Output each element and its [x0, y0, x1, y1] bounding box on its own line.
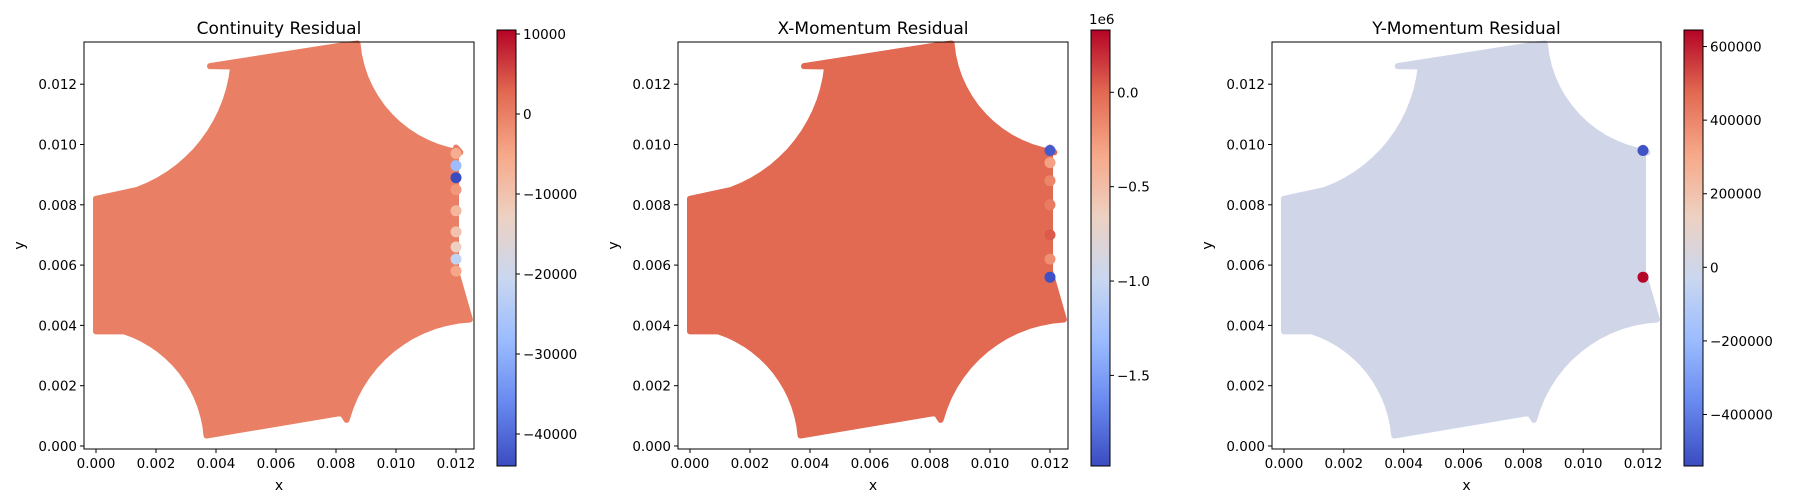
chart-title: Y-Momentum Residual — [1371, 19, 1561, 39]
residual-point — [450, 160, 462, 172]
residual-point — [1044, 271, 1056, 283]
x-tick-label: 0.012 — [1031, 456, 1070, 472]
y-tick-label: 0.002 — [632, 379, 671, 395]
x-tick-label: 0.008 — [911, 456, 950, 472]
axes-frame — [83, 41, 475, 450]
colorbar-tick-label: −1.5 — [1117, 368, 1150, 384]
residual-point — [450, 226, 462, 238]
y-tick-label: 0.004 — [632, 318, 671, 334]
colorbar-tick-label: −20000 — [523, 267, 577, 283]
x-tick-label: 0.002 — [137, 456, 176, 472]
x-tick-label: 0.008 — [317, 456, 356, 472]
x-axis-label: x — [1462, 478, 1470, 494]
residual-point — [450, 148, 462, 159]
colorbar-tick-label: 0 — [1710, 260, 1719, 276]
x-axis-label: x — [275, 478, 283, 494]
x-tick-label: 0.004 — [1384, 456, 1423, 472]
y-tick-label: 0.010 — [632, 138, 671, 154]
x-tick-label: 0.008 — [1504, 456, 1543, 472]
y-tick-label: 0.006 — [1226, 258, 1265, 274]
residual-field — [687, 40, 1067, 439]
residual-point — [1044, 253, 1056, 265]
x-tick-label: 0.000 — [77, 456, 116, 472]
colorbar-tick-label: 600000 — [1710, 40, 1762, 56]
residual-point — [450, 241, 462, 253]
colorbar — [496, 29, 517, 467]
x-tick-label: 0.010 — [377, 456, 416, 472]
colorbar-tick-label: 0 — [523, 107, 532, 123]
x-tick-label: 0.012 — [437, 456, 476, 472]
subplot-1: Continuity Residual 0.000 0.002 0.004 0.006 0… — [12, 19, 577, 494]
y-axis-label: y — [606, 241, 622, 249]
chart-title: X-Momentum Residual — [778, 19, 969, 39]
residual-point — [1637, 271, 1649, 283]
y-axis-label: y — [1200, 241, 1216, 249]
colorbar — [1090, 29, 1111, 467]
x-tick-label: 0.000 — [1265, 456, 1304, 472]
subplot-2: X-Momentum Residual 0.000 0.002 0.004 0.006 0… — [606, 12, 1150, 494]
y-axis-label: y — [12, 241, 28, 249]
x-tick-label: 0.006 — [1444, 456, 1483, 472]
x-axis-label: x — [869, 478, 877, 494]
x-tick-label: 0.010 — [971, 456, 1010, 472]
colorbar-tick-label: 400000 — [1710, 113, 1762, 129]
y-tick-label: 0.002 — [38, 379, 77, 395]
x-tick-label: 0.002 — [1324, 456, 1363, 472]
colorbar-tick-label: −10000 — [523, 187, 577, 203]
residual-point — [1044, 199, 1056, 211]
y-tick-label: 0.010 — [38, 138, 77, 154]
colorbar-offset-label: 1e6 — [1089, 12, 1114, 28]
y-tick-label: 0.008 — [1226, 198, 1265, 214]
y-tick-label: 0.004 — [38, 318, 77, 334]
residual-field — [93, 40, 473, 439]
residual-point — [1044, 145, 1056, 156]
y-tick-label: 0.004 — [1226, 318, 1265, 334]
x-tick-label: 0.006 — [257, 456, 296, 472]
x-tick-label: 0.010 — [1564, 456, 1603, 472]
colorbar-tick-label: −200000 — [1710, 334, 1773, 350]
y-tick-label: 0.002 — [1226, 379, 1265, 395]
residual-point — [1044, 157, 1056, 169]
x-tick-label: 0.006 — [851, 456, 890, 472]
colorbar-tick-label: −30000 — [523, 347, 577, 363]
y-tick-label: 0.012 — [632, 77, 671, 93]
residual-point — [450, 265, 462, 277]
y-tick-label: 0.006 — [38, 258, 77, 274]
colorbar-tick-label: 10000 — [523, 27, 566, 43]
colorbar-tick-label: 0.0 — [1117, 85, 1138, 101]
y-tick-label: 0.008 — [632, 198, 671, 214]
residual-point — [450, 184, 462, 196]
x-tick-label: 0.002 — [731, 456, 770, 472]
y-tick-label: 0.000 — [1226, 439, 1265, 455]
chart-title: Continuity Residual — [197, 19, 362, 39]
y-tick-label: 0.012 — [1226, 77, 1265, 93]
residual-field — [1281, 40, 1660, 439]
x-tick-label: 0.004 — [791, 456, 830, 472]
colorbar — [1683, 29, 1704, 467]
subplot-3: Y-Momentum Residual 0.000 0.002 0.004 0.006 0… — [1200, 19, 1773, 494]
y-tick-label: 0.000 — [632, 439, 671, 455]
colorbar-tick-label: −0.5 — [1117, 180, 1150, 196]
y-tick-label: 0.010 — [1226, 138, 1265, 154]
residual-point — [450, 205, 462, 217]
y-tick-label: 0.006 — [632, 258, 671, 274]
axes-frame — [1271, 41, 1662, 450]
x-tick-label: 0.012 — [1624, 456, 1663, 472]
y-tick-label: 0.012 — [38, 77, 77, 93]
axes-frame — [677, 41, 1069, 450]
x-tick-label: 0.004 — [197, 456, 236, 472]
residual-point — [450, 172, 462, 184]
y-tick-label: 0.008 — [38, 198, 77, 214]
residual-point — [450, 253, 462, 265]
residual-point — [1637, 145, 1649, 156]
residual-point — [1044, 229, 1056, 241]
colorbar-tick-label: −1.0 — [1117, 274, 1150, 290]
residual-point — [1044, 175, 1056, 187]
x-tick-label: 0.000 — [671, 456, 710, 472]
colorbar-tick-label: −40000 — [523, 427, 577, 443]
colorbar-tick-label: −400000 — [1710, 407, 1773, 423]
y-tick-label: 0.000 — [38, 439, 77, 455]
colorbar-tick-label: 200000 — [1710, 187, 1762, 203]
